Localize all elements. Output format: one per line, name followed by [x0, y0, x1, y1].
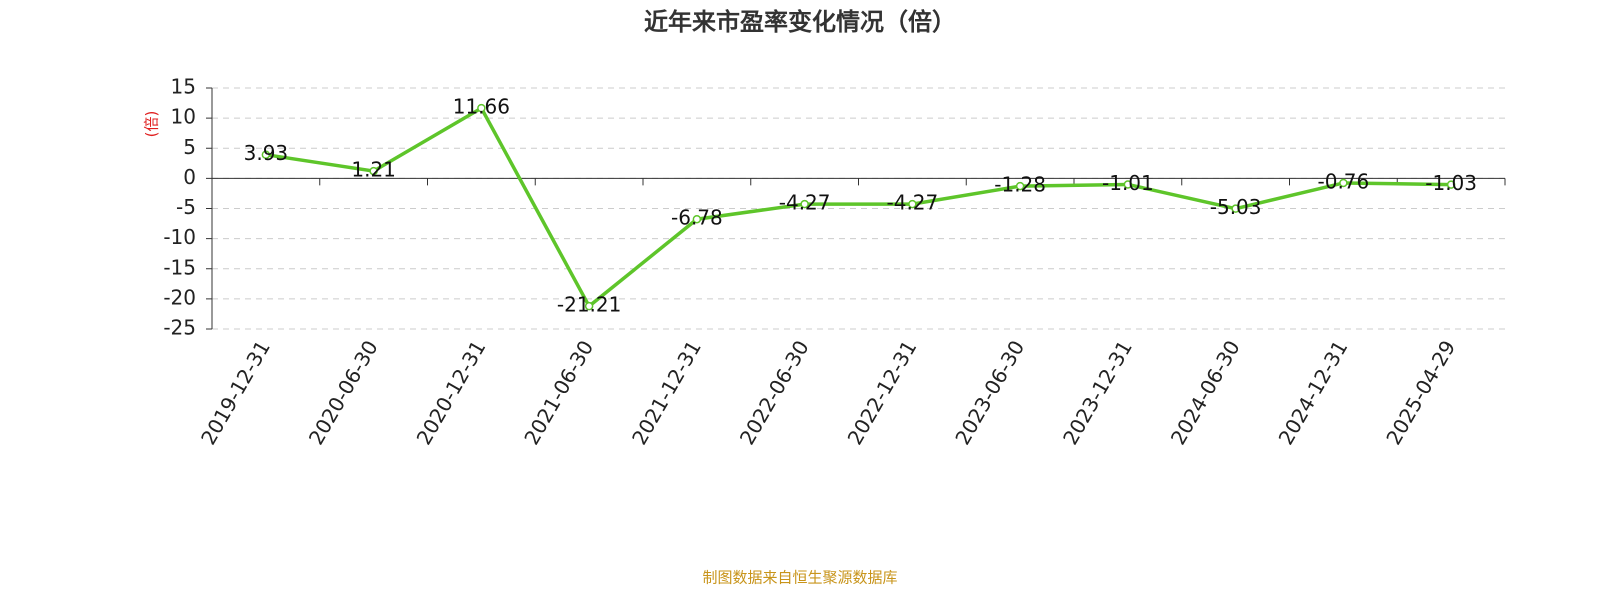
y-tick-label: 0 [183, 165, 196, 189]
y-tick-label: -10 [163, 225, 196, 249]
data-point [1015, 181, 1025, 191]
y-axis-label: (倍) [143, 111, 161, 138]
data-point [1231, 204, 1240, 213]
x-tick-label: 2022-12-31 [843, 336, 922, 449]
data-label: -0.76 [1318, 169, 1370, 193]
data-label: -5.03 [1210, 195, 1262, 219]
data-label: 11.66 [453, 95, 510, 119]
data-label: -6.78 [671, 206, 723, 230]
x-tick-label: 2023-06-30 [950, 336, 1029, 449]
x-tick-label: 2022-06-30 [735, 336, 814, 449]
x-tick-label: 2023-12-31 [1058, 336, 1137, 449]
x-tick-label: 2025-04-29 [1381, 336, 1460, 449]
x-tick-label: 2020-12-31 [412, 336, 491, 449]
source-note: 制图数据来自恒生聚源数据库 [702, 569, 897, 587]
y-tick-label: -5 [176, 195, 196, 219]
y-tick-label: 10 [171, 105, 196, 129]
y-tick-label: -15 [163, 255, 196, 279]
y-tick-label: -20 [163, 285, 196, 309]
x-tick-label: 2024-06-30 [1166, 336, 1245, 449]
data-point [369, 166, 378, 176]
data-label: -1.03 [1425, 171, 1477, 195]
data-point [584, 301, 594, 311]
data-point [1446, 180, 1456, 189]
data-label: -1.01 [1102, 171, 1154, 195]
data-point [1123, 180, 1133, 189]
chart-title: 近年来市盈率变化情况（倍） [644, 8, 956, 36]
x-tick-label: 2019-12-31 [196, 336, 275, 449]
x-tick-label: 2021-12-31 [627, 336, 706, 449]
data-label: 3.93 [244, 141, 289, 165]
data-point [1339, 178, 1348, 188]
data-label: -1.28 [994, 173, 1046, 197]
data-point [477, 103, 486, 113]
data-point [692, 214, 702, 224]
y-tick-label: -25 [163, 316, 196, 340]
x-tick-label: 2024-12-31 [1274, 336, 1353, 449]
data-label: -21.21 [557, 293, 621, 317]
x-tick-label: 2021-06-30 [519, 336, 598, 449]
data-line [265, 105, 1452, 309]
data-label: -4.27 [887, 191, 939, 215]
data-point [261, 150, 271, 159]
data-point [908, 199, 917, 209]
data-point [800, 199, 809, 209]
x-tick-label: 2020-06-30 [304, 336, 383, 449]
y-tick-label: 5 [183, 135, 196, 159]
data-label: -4.27 [779, 191, 831, 215]
data-label: 1.21 [351, 158, 396, 182]
y-tick-label: 15 [171, 75, 196, 99]
